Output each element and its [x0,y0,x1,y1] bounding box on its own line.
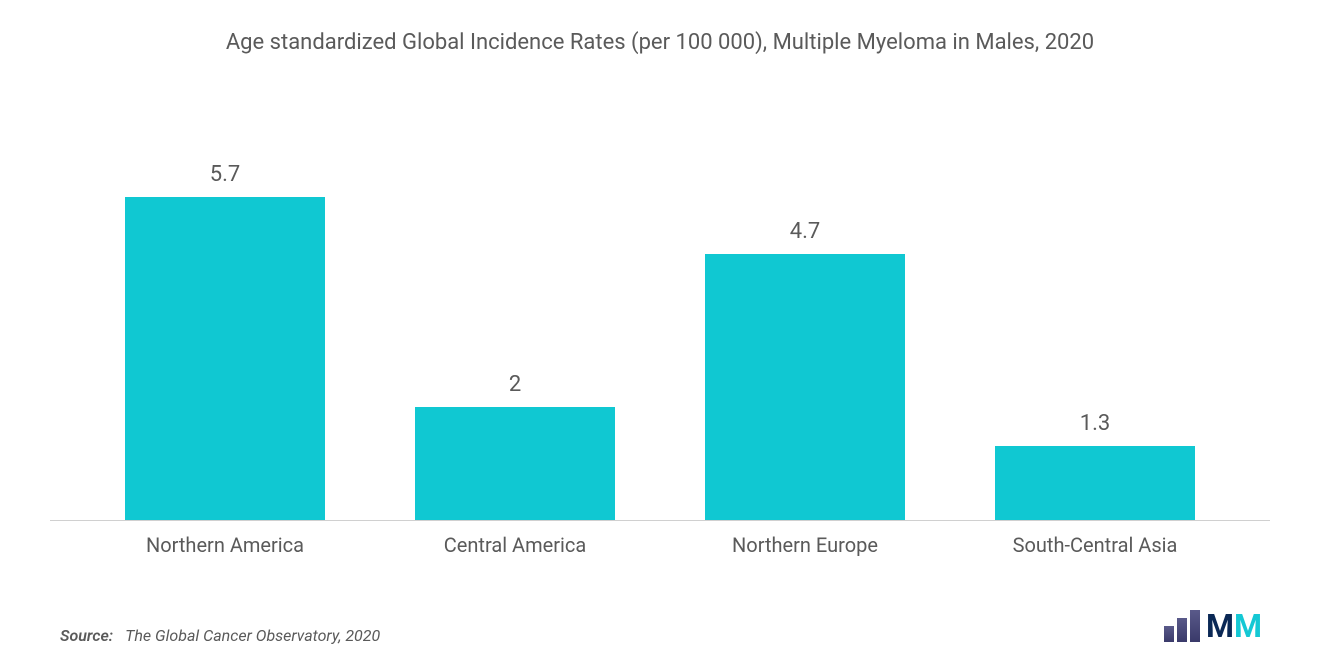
bar-value-3: 1.3 [1080,411,1111,436]
source-text: The Global Cancer Observatory, 2020 [125,626,380,645]
chart-container: Age standardized Global Incidence Rates … [0,0,1320,665]
x-axis: Northern America Central America Norther… [50,520,1270,557]
bar-group-1: 2 [387,372,642,520]
logo-bar-1 [1177,618,1187,642]
bar-3 [995,446,1195,520]
x-label-3: South-Central Asia [967,533,1222,557]
bar-value-1: 2 [509,372,521,397]
bar-value-0: 5.7 [210,162,241,187]
footer: Source: The Global Cancer Observatory, 2… [50,607,1270,645]
x-label-1: Central America [387,533,642,557]
x-label-2: Northern Europe [677,533,932,557]
chart-title: Age standardized Global Incidence Rates … [50,30,1270,55]
source-citation: Source: The Global Cancer Observatory, 2… [60,626,380,645]
logo-letter-m1: M [1206,607,1232,645]
bar-group-2: 4.7 [677,219,932,520]
logo-bar-0 [1164,626,1174,642]
bar-value-2: 4.7 [790,219,821,244]
brand-logo: M M [1164,607,1260,645]
logo-bars-icon [1164,610,1200,642]
bar-group-3: 1.3 [967,411,1222,520]
logo-letter-m2: M [1234,607,1260,645]
x-label-0: Northern America [97,533,352,557]
bar-2 [705,254,905,520]
bar-group-0: 5.7 [97,162,352,520]
bar-1 [415,407,615,520]
logo-bar-2 [1190,610,1200,642]
chart-plot-area: 5.7 2 4.7 1.3 [50,115,1270,520]
bar-0 [125,197,325,520]
source-label: Source: [60,626,113,645]
